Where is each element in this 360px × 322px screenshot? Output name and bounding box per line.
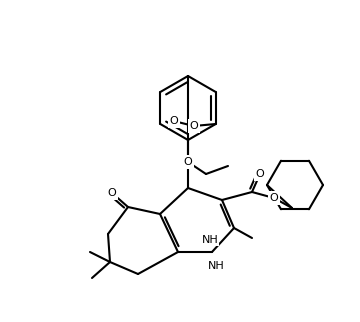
Text: O: O [189,121,198,131]
Text: O: O [270,193,278,203]
Text: O: O [256,169,264,179]
Text: O: O [169,116,178,126]
Text: O: O [108,188,116,198]
Text: NH: NH [208,261,224,271]
Text: NH: NH [202,235,219,245]
Text: O: O [184,157,192,167]
